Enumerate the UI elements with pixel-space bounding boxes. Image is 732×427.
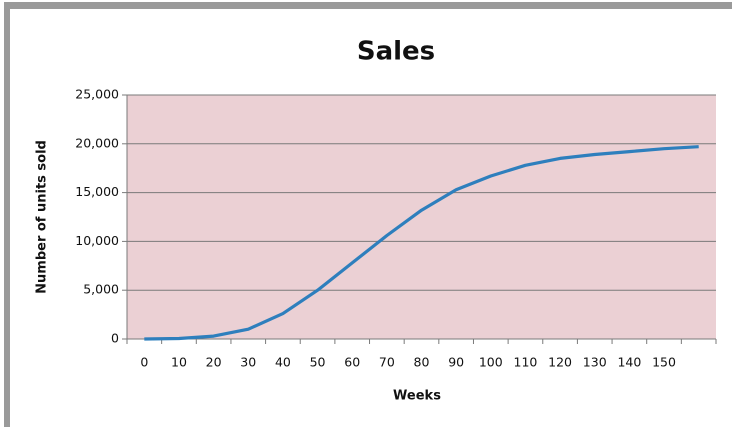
x-tick-label: 70 (379, 355, 395, 370)
frame-top (8, 2, 732, 9)
x-tick-label: 30 (240, 355, 256, 370)
x-tick-label: 130 (583, 355, 607, 370)
y-tick-label: 15,000 (75, 184, 119, 199)
x-tick-label: 10 (171, 355, 187, 370)
data-line (144, 145, 699, 341)
y-tick-label: 25,000 (75, 87, 119, 102)
y-tick-label: 0 (111, 331, 119, 346)
frame-left (4, 2, 10, 427)
x-tick-label: 150 (652, 355, 676, 370)
x-tick-label: 50 (310, 355, 326, 370)
x-tick-label: 140 (617, 355, 641, 370)
y-tick-label: 20,000 (75, 135, 119, 150)
x-tick-label: 100 (479, 355, 503, 370)
x-tick-label: 60 (344, 355, 360, 370)
y-tick-label: 10,000 (75, 233, 119, 248)
chart-title: Sales (357, 37, 435, 67)
x-tick-label: 120 (548, 355, 572, 370)
x-tick-label: 110 (514, 355, 538, 370)
x-tick-label: 20 (206, 355, 222, 370)
x-tick-label: 80 (414, 355, 430, 370)
y-tick-label: 5,000 (83, 282, 119, 297)
x-axis-label: Weeks (393, 389, 441, 404)
plot-area (127, 95, 716, 339)
x-tick-label: 40 (275, 355, 291, 370)
y-axis-label: Number of units sold (35, 140, 50, 294)
x-tick-label: 90 (448, 355, 464, 370)
x-tick-label: 0 (140, 355, 148, 370)
